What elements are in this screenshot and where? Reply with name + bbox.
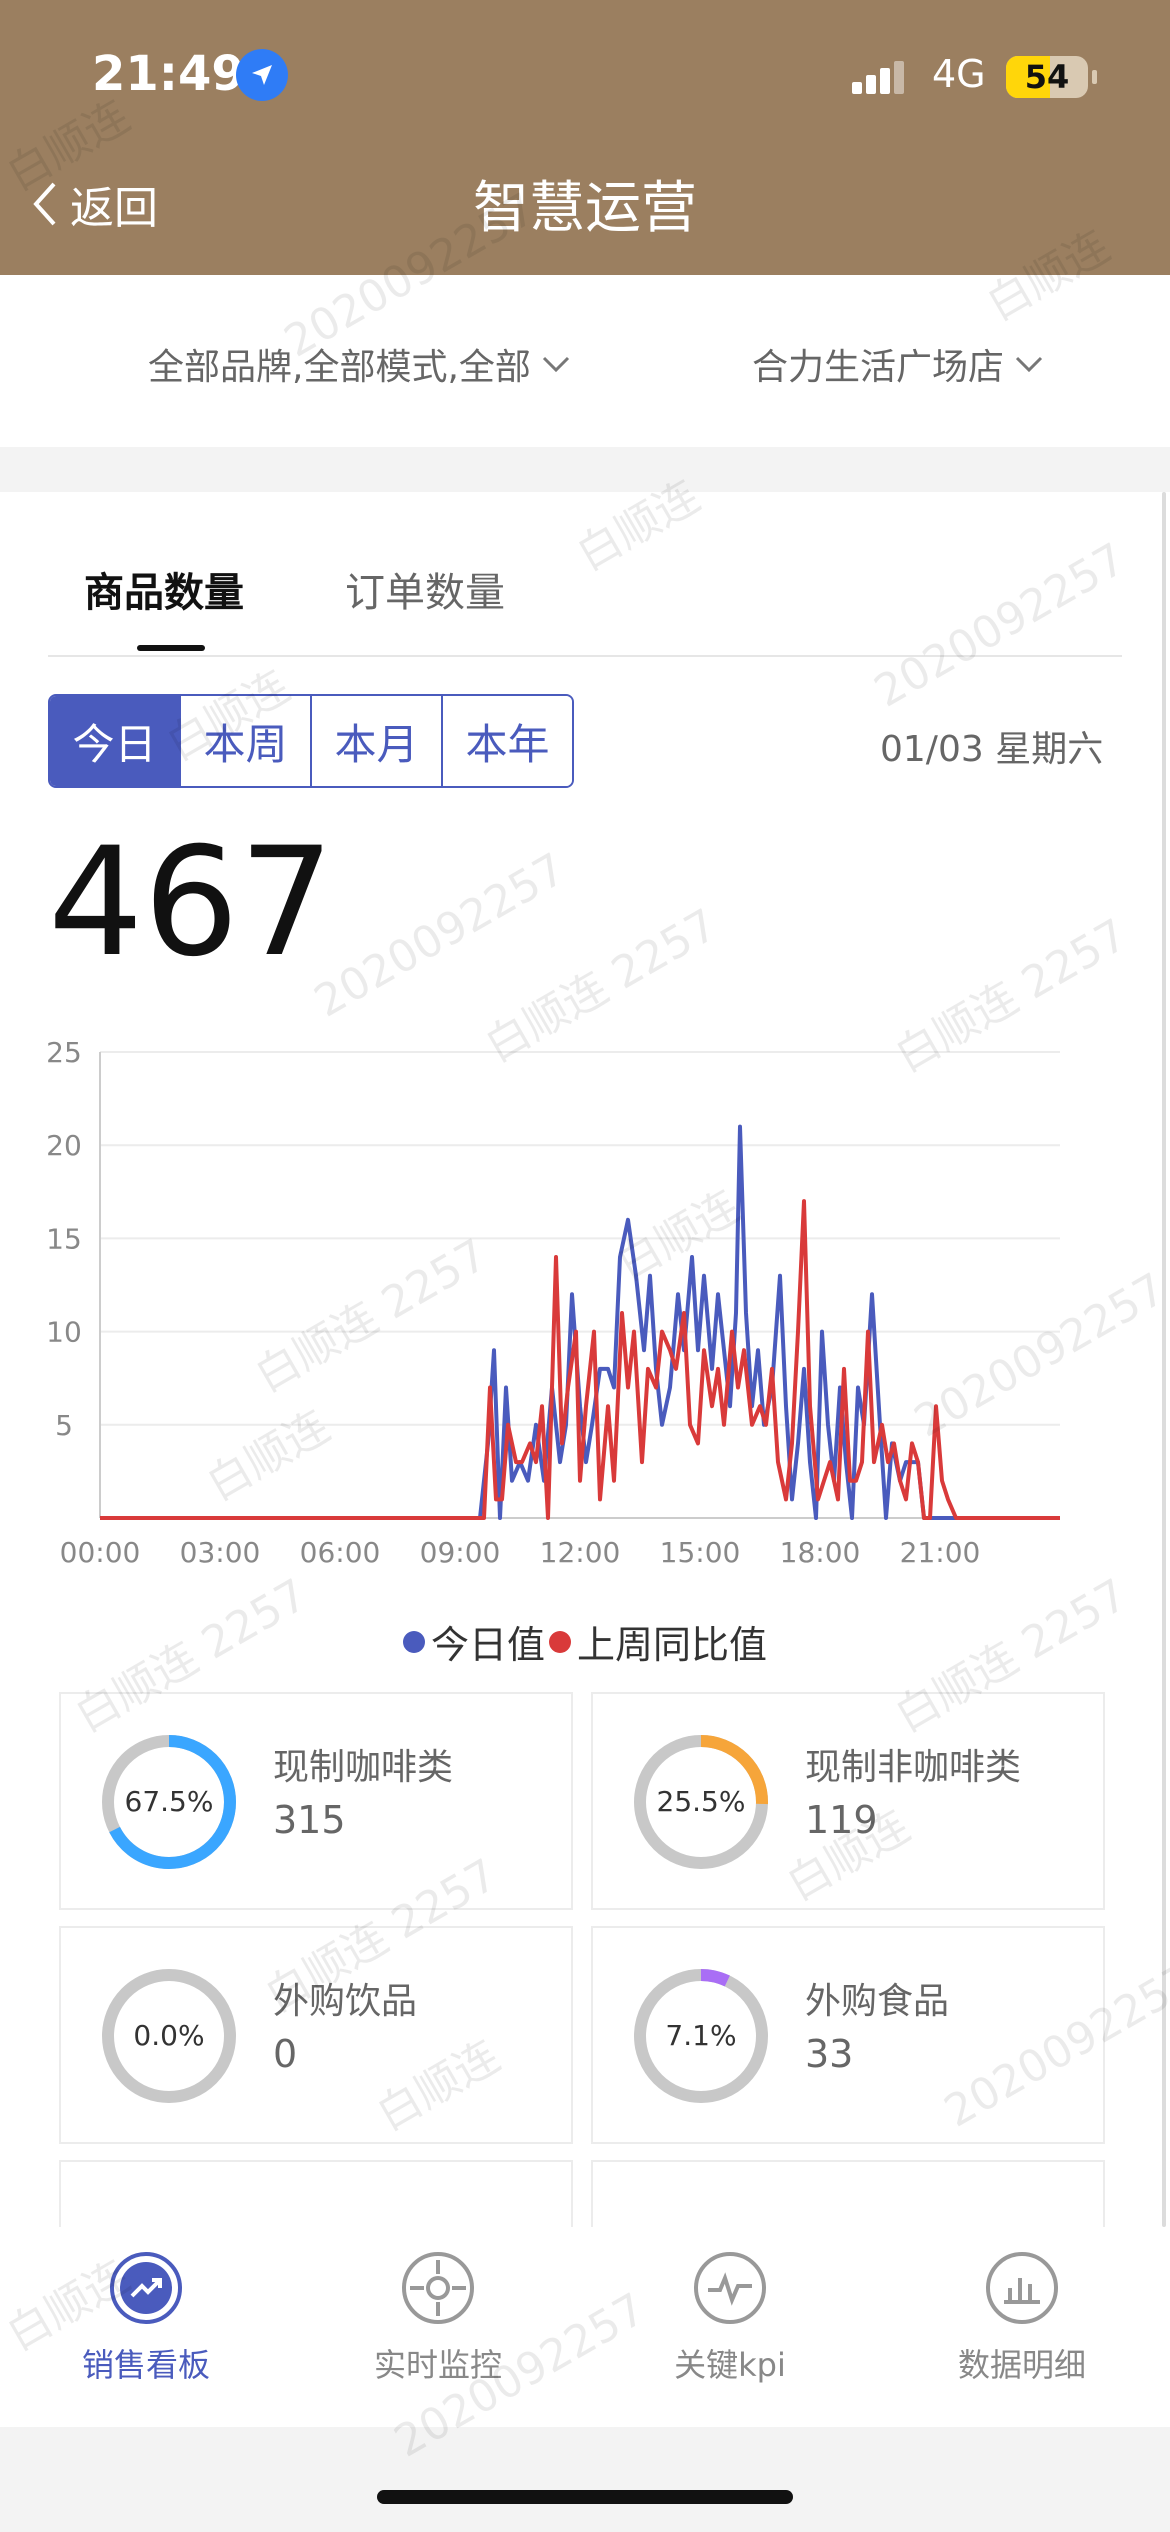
status-time: 21:49 (92, 46, 245, 102)
y-tick-label: 10 (46, 1316, 82, 1349)
x-tick-label: 18:00 (780, 1536, 861, 1569)
trend-up-icon (110, 2252, 182, 2324)
battery-percent: 54 (1024, 58, 1070, 96)
donut-fill (634, 1735, 768, 1869)
donut-percent: 7.1% (665, 2019, 737, 2052)
category-card-partial[interactable] (591, 2160, 1105, 2227)
category-value: 315 (273, 1798, 346, 1842)
nav-bar (0, 150, 1170, 275)
legend-dot-last-week (549, 1630, 571, 1653)
donut-progress-ring (634, 1969, 768, 2103)
total-count: 467 (48, 816, 335, 990)
nav-realtime-monitor[interactable]: 实时监控 (338, 2250, 538, 2386)
pulse-icon (694, 2252, 766, 2324)
tab-divider (48, 655, 1122, 657)
bar-chart-icon (986, 2252, 1058, 2324)
scrollbar[interactable] (1162, 492, 1166, 2227)
category-card-partial[interactable] (59, 2160, 573, 2227)
nav-key-kpi[interactable]: 关键kpi (630, 2250, 830, 2386)
store-filter-dropdown[interactable]: 合力生活广场店 (752, 338, 1044, 390)
bottom-tab-bar (0, 2227, 1170, 2427)
cellular-signal-icon (852, 61, 904, 94)
category-label: 外购饮品 (273, 1981, 418, 2022)
category-label: 现制非咖啡类 (805, 1747, 1022, 1788)
donut-fill (634, 1969, 768, 2103)
home-indicator[interactable] (377, 2490, 793, 2504)
donut-progress-ring (102, 1969, 236, 2103)
chevron-down-icon (1015, 356, 1043, 373)
series-line-today (100, 1124, 1060, 1520)
current-date: 01/03 星期六 (880, 729, 1104, 770)
period-today-button[interactable]: 今日 (50, 696, 181, 786)
nav-sales-dashboard[interactable]: 销售看板 (46, 2250, 246, 2386)
back-button[interactable]: 返回 (30, 172, 158, 236)
battery-tip (1092, 70, 1097, 84)
nav-label: 实时监控 (373, 2346, 502, 2384)
legend-label-last-week: 上周同比值 (577, 1623, 768, 1667)
network-type: 4G (932, 52, 986, 96)
donut-percent: 0.0% (133, 2019, 205, 2052)
back-label: 返回 (70, 183, 158, 234)
x-tick-label: 21:00 (900, 1536, 981, 1569)
x-tick-label: 12:00 (540, 1536, 621, 1569)
nav-data-details[interactable]: 数据明细 (922, 2250, 1122, 2386)
tab-order-count[interactable]: 订单数量 (345, 570, 505, 616)
donut-progress-ring (102, 1735, 236, 1869)
x-tick-label: 09:00 (420, 1536, 501, 1569)
period-selector: 今日 本周 本月 本年 (48, 694, 574, 788)
chart-legend: 今日值 上周同比值 (0, 1614, 1170, 1669)
nav-label: 销售看板 (81, 2346, 210, 2384)
store-filter-label: 合力生活广场店 (752, 347, 1005, 388)
y-tick-label: 20 (46, 1129, 82, 1162)
chevron-left-icon (33, 182, 56, 226)
donut-progress-ring (634, 1735, 768, 1869)
brand-filter-label: 全部品牌,全部模式,全部 (148, 347, 531, 388)
page-title: 智慧运营 (473, 176, 697, 241)
donut-percent: 25.5% (656, 1785, 746, 1818)
battery-icon: 54 (1006, 56, 1088, 98)
period-year-button[interactable]: 本年 (443, 696, 572, 786)
nav-label: 数据明细 (957, 2346, 1086, 2384)
period-week-button[interactable]: 本周 (181, 696, 312, 786)
active-tab-indicator (137, 645, 205, 651)
brand-filter-dropdown[interactable]: 全部品牌,全部模式,全部 (148, 338, 571, 390)
battery-level (1006, 56, 1051, 98)
filter-bar (0, 275, 1170, 447)
category-value: 0 (273, 2032, 298, 2076)
nav-label: 关键kpi (674, 2346, 786, 2384)
category-card-purchased-drinks[interactable]: 0.0% 外购饮品 0 (59, 1926, 573, 2144)
donut-percent: 67.5% (124, 1785, 214, 1818)
x-tick-label: 00:00 (60, 1536, 141, 1569)
series-line-last-week (100, 1199, 1060, 1520)
category-value: 119 (805, 1798, 878, 1842)
category-card-purchased-food[interactable]: 7.1% 外购食品 33 (591, 1926, 1105, 2144)
hourly-line-chart: 5 10 15 20 25 00:00 03:00 06:00 09:00 12:00 15:00 1… (46, 1036, 1060, 1569)
category-label: 外购食品 (805, 1981, 950, 2022)
location-arrow-icon (236, 49, 288, 101)
tab-product-count[interactable]: 商品数量 (84, 570, 244, 616)
status-bar (0, 0, 1170, 150)
category-label: 现制咖啡类 (273, 1747, 454, 1788)
donut-fill (102, 1735, 236, 1869)
x-tick-label: 06:00 (300, 1536, 381, 1569)
category-card-fresh-non-coffee[interactable]: 25.5% 现制非咖啡类 119 (591, 1692, 1105, 1910)
legend-item-today[interactable]: 今日值 (402, 1614, 545, 1669)
legend-dot-today (402, 1630, 425, 1653)
y-tick-label: 5 (55, 1409, 73, 1442)
category-value: 33 (805, 2032, 854, 2076)
legend-item-last-week[interactable]: 上周同比值 (549, 1614, 767, 1669)
period-month-button[interactable]: 本月 (312, 696, 443, 786)
crosshair-icon (402, 2252, 474, 2324)
legend-label-today: 今日值 (430, 1623, 545, 1667)
donut-track (102, 1969, 236, 2103)
x-tick-label: 03:00 (180, 1536, 261, 1569)
chevron-down-icon (542, 356, 569, 373)
x-tick-label: 15:00 (660, 1536, 741, 1569)
y-tick-label: 15 (46, 1222, 82, 1255)
category-card-fresh-coffee[interactable]: 67.5% 现制咖啡类 315 (59, 1692, 573, 1910)
y-tick-label: 25 (46, 1036, 82, 1069)
